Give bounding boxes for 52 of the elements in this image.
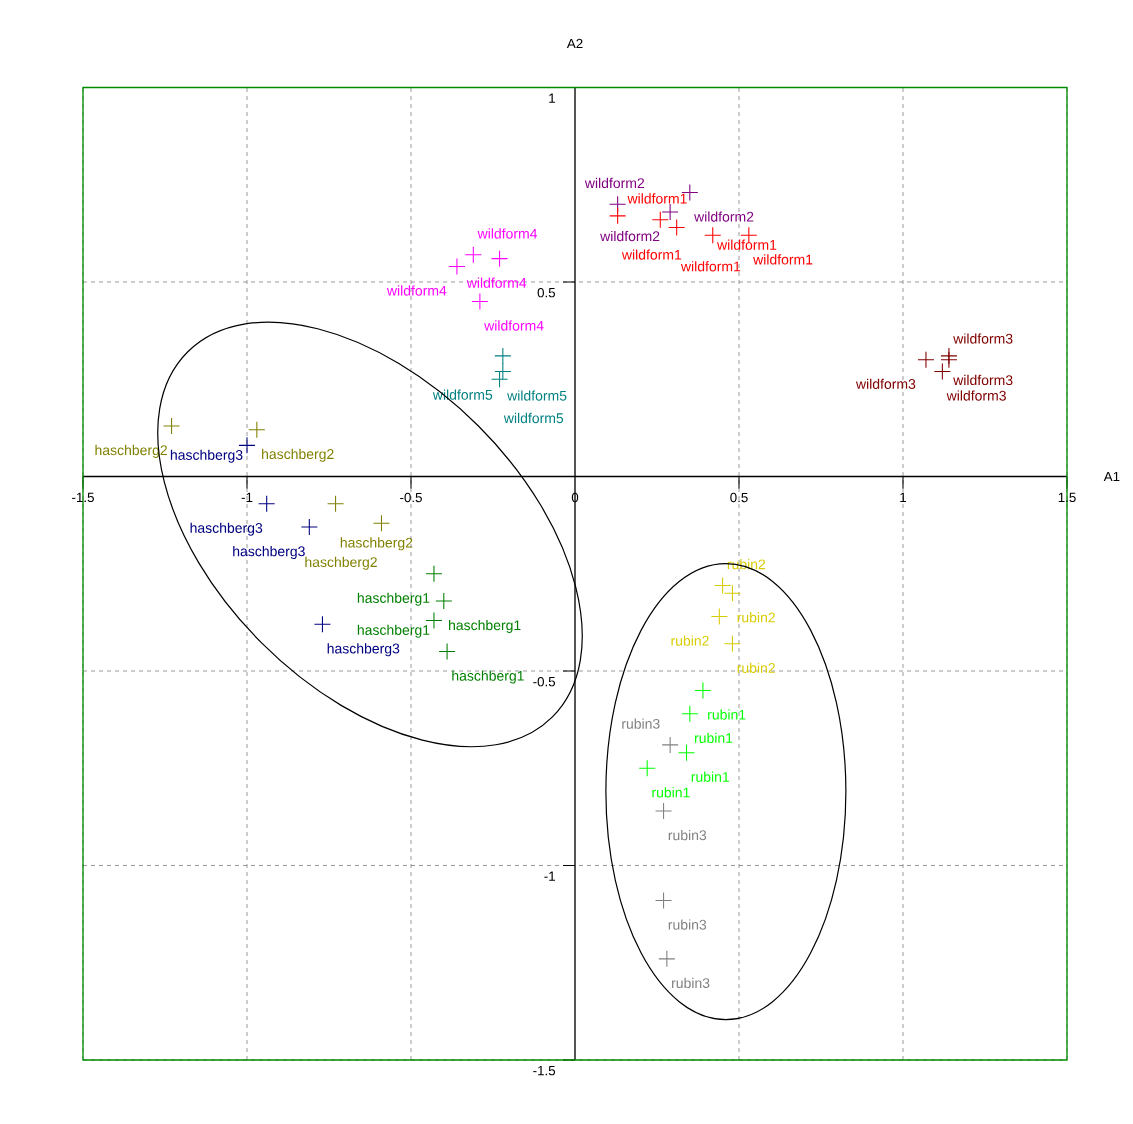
data-label: wildform1 xyxy=(680,261,741,272)
data-label: rubin2 xyxy=(727,559,766,570)
data-label: haschberg3 xyxy=(327,643,400,657)
data-label: wildform1 xyxy=(627,193,687,204)
x-tick-label: -0.5 xyxy=(400,492,422,503)
y-tick-label: -1.5 xyxy=(533,1065,556,1076)
data-label: rubin3 xyxy=(668,829,707,841)
data-label: wildform4 xyxy=(466,277,527,288)
data-label: wildform2 xyxy=(584,177,645,189)
data-label: rubin1 xyxy=(691,771,729,782)
data-label: haschberg1 xyxy=(449,619,521,633)
data-label: haschberg1 xyxy=(452,670,524,684)
data-label: haschberg2 xyxy=(305,556,377,570)
y-tick-label: 0.5 xyxy=(537,287,556,298)
data-label: wildform4 xyxy=(477,228,538,239)
data-label: rubin2 xyxy=(671,635,709,646)
data-label: rubin2 xyxy=(737,662,775,673)
y-tick-label: 1 xyxy=(549,93,555,103)
data-label: wildform4 xyxy=(484,320,544,331)
data-label: rubin2 xyxy=(737,612,775,623)
data-label: haschberg3 xyxy=(170,449,243,463)
data-label: wildform3 xyxy=(953,374,1013,386)
data-label: rubin1 xyxy=(694,732,733,743)
data-label: wildform2 xyxy=(600,230,660,242)
data-label: rubin3 xyxy=(668,919,707,930)
data-label: wildform5 xyxy=(507,390,567,401)
data-label: wildform3 xyxy=(855,378,916,390)
data-label: haschberg1 xyxy=(357,624,430,638)
data-label: haschberg3 xyxy=(190,522,263,536)
data-label: haschberg1 xyxy=(357,592,430,606)
data-label: wildform3 xyxy=(946,390,1006,401)
data-label: wildform1 xyxy=(753,254,813,265)
x-axis-title: A1 xyxy=(1103,471,1120,482)
data-label: wildform3 xyxy=(953,333,1013,344)
data-label: haschberg3 xyxy=(233,545,305,560)
data-label: wildform4 xyxy=(386,285,447,296)
data-label: wildform1 xyxy=(717,239,777,250)
data-label: wildform1 xyxy=(621,249,682,260)
x-tick-label: -1 xyxy=(241,492,253,502)
data-label: haschberg2 xyxy=(262,448,334,462)
data-label: rubin1 xyxy=(652,787,690,798)
x-tick-label: 0.5 xyxy=(730,492,748,503)
y-axis-title: A2 xyxy=(566,38,583,49)
y-tick-label: -1 xyxy=(544,871,555,881)
data-label: wildform2 xyxy=(694,211,754,222)
x-tick-label: 1 xyxy=(900,492,907,502)
data-label: wildform5 xyxy=(503,412,564,424)
data-label: rubin1 xyxy=(708,709,746,720)
y-tick-label: -0.5 xyxy=(533,676,556,687)
data-label: haschberg2 xyxy=(340,537,413,551)
data-label: rubin3 xyxy=(622,718,660,729)
data-label: rubin3 xyxy=(672,977,710,989)
